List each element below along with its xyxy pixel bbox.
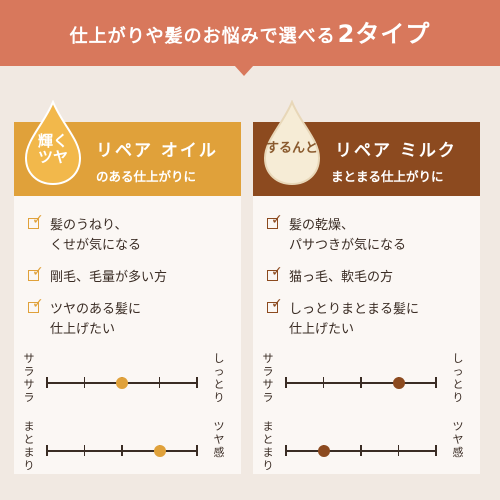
milk-drop-text-1: するんと [265,141,318,156]
checkbox-icon: ✓ [267,213,283,229]
scale-right-label: しっとり [213,352,225,404]
oil-title: リペア オイル [96,141,218,161]
milk-checklist: ✓ 髪の乾燥、 パサつきが気になる ✓ 猫っ毛、軟毛の方 ✓ しっとりまとまる髪… [267,213,472,352]
scale-right-label: しっとり [452,352,464,404]
scale-marker-dot [392,377,405,389]
banner-pointer [234,65,254,76]
banner-title: 仕上がりや髪のお悩みで選べる2タイプ [70,14,431,49]
check-text: くせが気になる [50,238,142,253]
list-item: ✓ 猫っ毛、軟毛の方 [267,265,472,288]
scale-tick [360,445,362,456]
scale-left-label: まとまり [23,420,35,472]
oil-card-header: 輝く ツヤ リペア オイル のある仕上がりに [14,100,241,196]
list-item: ✓ 剛毛、毛量が多い方 [28,265,233,288]
check-text: 髪の乾燥、 [289,218,355,233]
scale-tick [158,377,161,388]
scale-right-label: ツヤ感 [213,420,225,459]
milk-card: するんと リペア ミルク まとまる仕上がりに ✓ 髪の乾燥、 パサつきが気になる… [253,100,480,474]
oil-drop-text: 輝く ツヤ [22,132,84,166]
scale-tick [196,445,198,456]
list-item: ✓ 髪の乾燥、 パサつきが気になる [267,213,472,256]
check-text: ツヤのある髪に [50,302,142,317]
milk-card-header: するんと リペア ミルク まとまる仕上がりに [253,100,480,196]
scale-tick [46,445,48,456]
scale-tick [285,377,287,388]
header-banner: 仕上がりや髪のお悩みで選べる2タイプ [0,0,500,66]
milk-drop-text: するんと [261,142,323,156]
scale-tick [435,377,437,388]
scale-right-label: ツヤ感 [452,420,464,459]
scale-tick [83,377,86,388]
checkbox-icon: ✓ [28,297,44,313]
finish-scale: まとまり ツヤ感 [261,420,476,480]
scale-marker-dot [317,445,330,457]
scale-tick [285,445,287,456]
list-item: ✓ しっとりまとまる髪に 仕上げたい [267,297,472,340]
check-text: しっとりまとまる髪に [289,302,420,317]
scale-marker-dot [116,377,128,389]
check-text: 髪のうねり、 [50,218,128,233]
scale-tick [83,445,86,456]
scale-tick [196,377,198,388]
oil-drop-text-2: ツヤ [37,147,68,166]
check-text: 仕上げたい [50,322,116,337]
check-text: 猫っ毛、軟毛の方 [289,270,394,285]
list-item: ✓ 髪のうねり、 くせが気になる [28,213,233,256]
check-text: 剛毛、毛量が多い方 [50,270,168,285]
banner-title-main: 仕上がりや髪のお悩みで選べる [69,25,336,47]
texture-scale: サラサラ しっとり [261,352,476,412]
scale-left-label: まとまり [262,420,274,472]
checkbox-icon: ✓ [28,265,44,281]
milk-subtitle: まとまる仕上がりに [331,169,444,184]
oil-checklist: ✓ 髪のうねり、 くせが気になる ✓ 剛毛、毛量が多い方 ✓ ツヤのある髪に 仕… [28,213,233,352]
check-text: パサつきが気になる [289,238,407,253]
scale-left-label: サラサラ [23,352,35,404]
scale-tick [121,445,123,456]
scale-left-label: サラサラ [262,352,274,404]
scale-marker-dot [153,445,166,457]
scale-tick [322,377,325,388]
oil-card: 輝く ツヤ リペア オイル のある仕上がりに ✓ 髪のうねり、 くせが気になる … [14,100,241,474]
scale-tick [360,377,362,388]
texture-scale: サラサラ しっとり [22,352,237,412]
oil-drop-text-1: 輝く [37,132,68,150]
oil-drop-icon: 輝く ツヤ [22,100,84,186]
checkbox-icon: ✓ [267,297,283,313]
milk-title: リペア ミルク [335,141,457,161]
list-item: ✓ ツヤのある髪に 仕上げたい [28,297,233,340]
scale-tick [46,377,48,388]
banner-title-emphasis: 2タイプ [337,19,431,48]
scale-tick [435,445,437,456]
milk-drop-icon: するんと [261,100,323,186]
finish-scale: まとまり ツヤ感 [22,420,237,480]
oil-subtitle: のある仕上がりに [96,169,197,184]
checkbox-icon: ✓ [28,213,44,229]
check-text: 仕上げたい [289,322,355,337]
checkbox-icon: ✓ [267,265,283,281]
scale-tick [397,445,400,456]
